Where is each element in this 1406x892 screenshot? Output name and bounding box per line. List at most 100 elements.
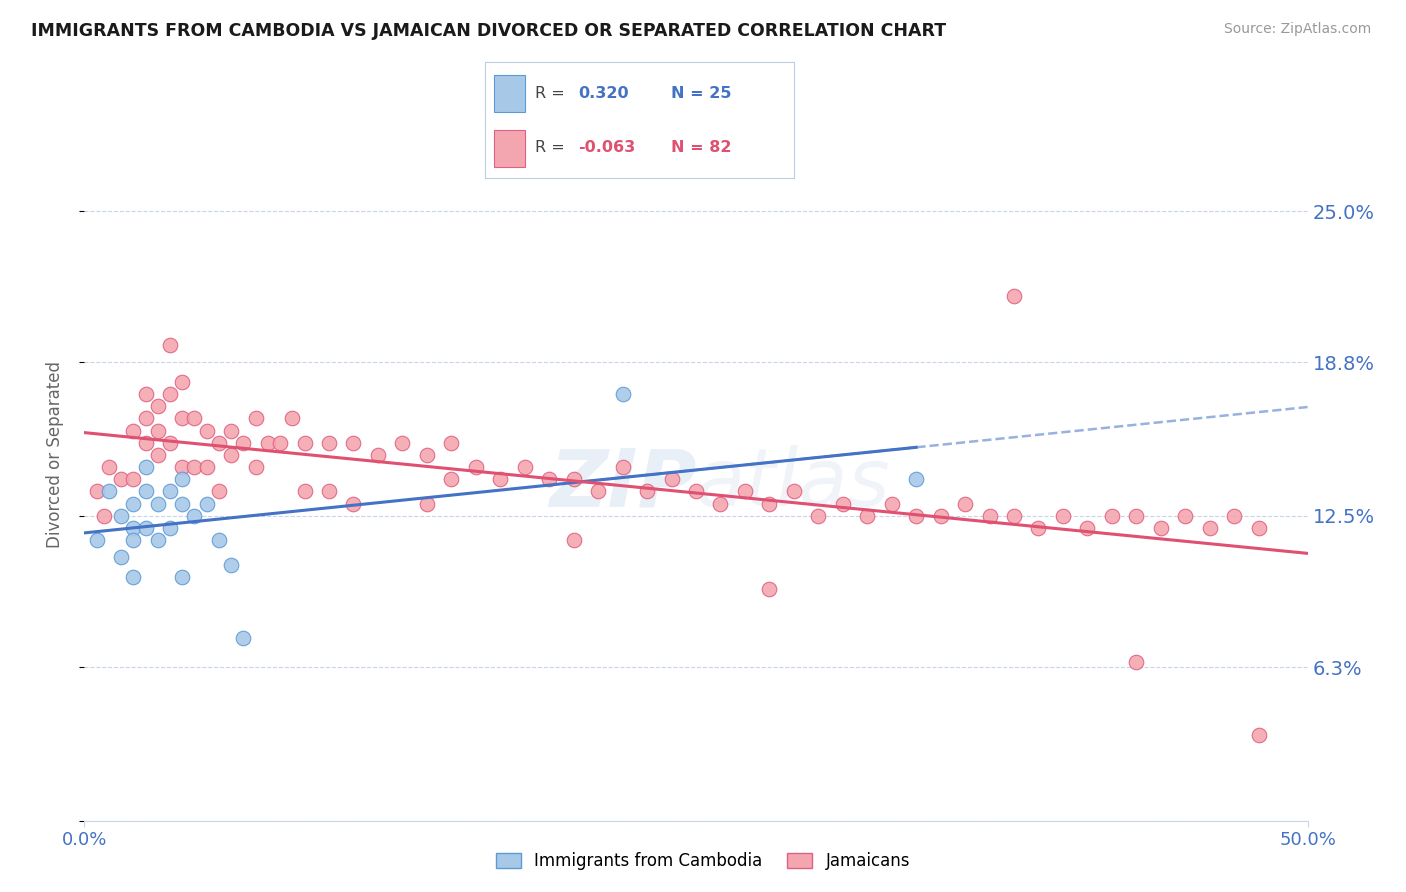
Point: [195, 460, 218, 475]
Point: [219, 448, 242, 462]
Point: [122, 570, 145, 584]
Point: [905, 472, 928, 486]
Point: [172, 472, 194, 486]
Point: [232, 631, 254, 645]
Point: [294, 435, 316, 450]
Point: [440, 472, 463, 486]
Point: [97, 484, 120, 499]
Point: [208, 435, 231, 450]
Point: [219, 424, 242, 438]
Point: [110, 508, 132, 523]
Text: N = 82: N = 82: [671, 139, 731, 154]
Point: [783, 484, 806, 499]
Point: [281, 411, 304, 425]
Point: [1028, 521, 1050, 535]
Point: [159, 338, 181, 352]
Point: [1247, 728, 1270, 742]
Point: [758, 497, 780, 511]
Point: [122, 497, 145, 511]
Point: [159, 435, 181, 450]
Point: [1101, 508, 1123, 523]
Point: [172, 497, 194, 511]
Point: [172, 460, 194, 475]
Point: [183, 460, 205, 475]
Point: [318, 484, 340, 499]
Text: R =: R =: [534, 139, 564, 154]
Point: [685, 484, 707, 499]
Point: [538, 472, 561, 486]
Point: [172, 411, 194, 425]
Point: [1125, 655, 1147, 669]
Point: [195, 497, 218, 511]
Text: atlas: atlas: [696, 445, 891, 524]
Point: [86, 484, 108, 499]
Text: 0.320: 0.320: [578, 87, 628, 102]
Point: [489, 472, 512, 486]
Point: [513, 460, 536, 475]
Point: [562, 533, 585, 548]
Point: [294, 484, 316, 499]
Point: [856, 508, 879, 523]
Y-axis label: Divorced or Separated: Divorced or Separated: [45, 361, 63, 549]
Point: [122, 424, 145, 438]
Point: [1125, 508, 1147, 523]
Text: IMMIGRANTS FROM CAMBODIA VS JAMAICAN DIVORCED OR SEPARATED CORRELATION CHART: IMMIGRANTS FROM CAMBODIA VS JAMAICAN DIV…: [31, 22, 946, 40]
Point: [318, 435, 340, 450]
Point: [146, 448, 169, 462]
Point: [97, 460, 120, 475]
Point: [159, 484, 181, 499]
Point: [979, 508, 1001, 523]
Point: [1198, 521, 1220, 535]
Point: [1223, 508, 1246, 523]
Point: [208, 533, 231, 548]
Bar: [495, 129, 526, 167]
Point: [416, 497, 439, 511]
Point: [135, 411, 157, 425]
Point: [122, 533, 145, 548]
Point: [245, 460, 267, 475]
Point: [1247, 521, 1270, 535]
Point: [905, 508, 928, 523]
Point: [86, 533, 108, 548]
Point: [122, 472, 145, 486]
Point: [807, 508, 830, 523]
Point: [146, 424, 169, 438]
Point: [159, 521, 181, 535]
Point: [172, 375, 194, 389]
Point: [172, 570, 194, 584]
Point: [146, 533, 169, 548]
Point: [464, 460, 486, 475]
Point: [195, 424, 218, 438]
Point: [880, 497, 903, 511]
Point: [183, 508, 205, 523]
Point: [208, 484, 231, 499]
Point: [342, 497, 364, 511]
Point: [661, 472, 683, 486]
Point: [929, 508, 952, 523]
Point: [135, 435, 157, 450]
Point: [1150, 521, 1173, 535]
Point: [269, 435, 291, 450]
Point: [562, 472, 585, 486]
Point: [1002, 508, 1025, 523]
Point: [122, 521, 145, 535]
Text: ZIP: ZIP: [548, 445, 696, 524]
Text: -0.063: -0.063: [578, 139, 636, 154]
Point: [146, 497, 169, 511]
Point: [219, 558, 242, 572]
Text: Source: ZipAtlas.com: Source: ZipAtlas.com: [1223, 22, 1371, 37]
Point: [1052, 508, 1074, 523]
Point: [391, 435, 413, 450]
Point: [93, 508, 115, 523]
Point: [257, 435, 280, 450]
Point: [135, 387, 157, 401]
Point: [146, 399, 169, 413]
Point: [953, 497, 976, 511]
Point: [159, 387, 181, 401]
Point: [110, 550, 132, 565]
Point: [342, 435, 364, 450]
Point: [1002, 289, 1025, 303]
Point: [1174, 508, 1197, 523]
Text: R =: R =: [534, 87, 564, 102]
Legend: Immigrants from Cambodia, Jamaicans: Immigrants from Cambodia, Jamaicans: [489, 846, 917, 877]
